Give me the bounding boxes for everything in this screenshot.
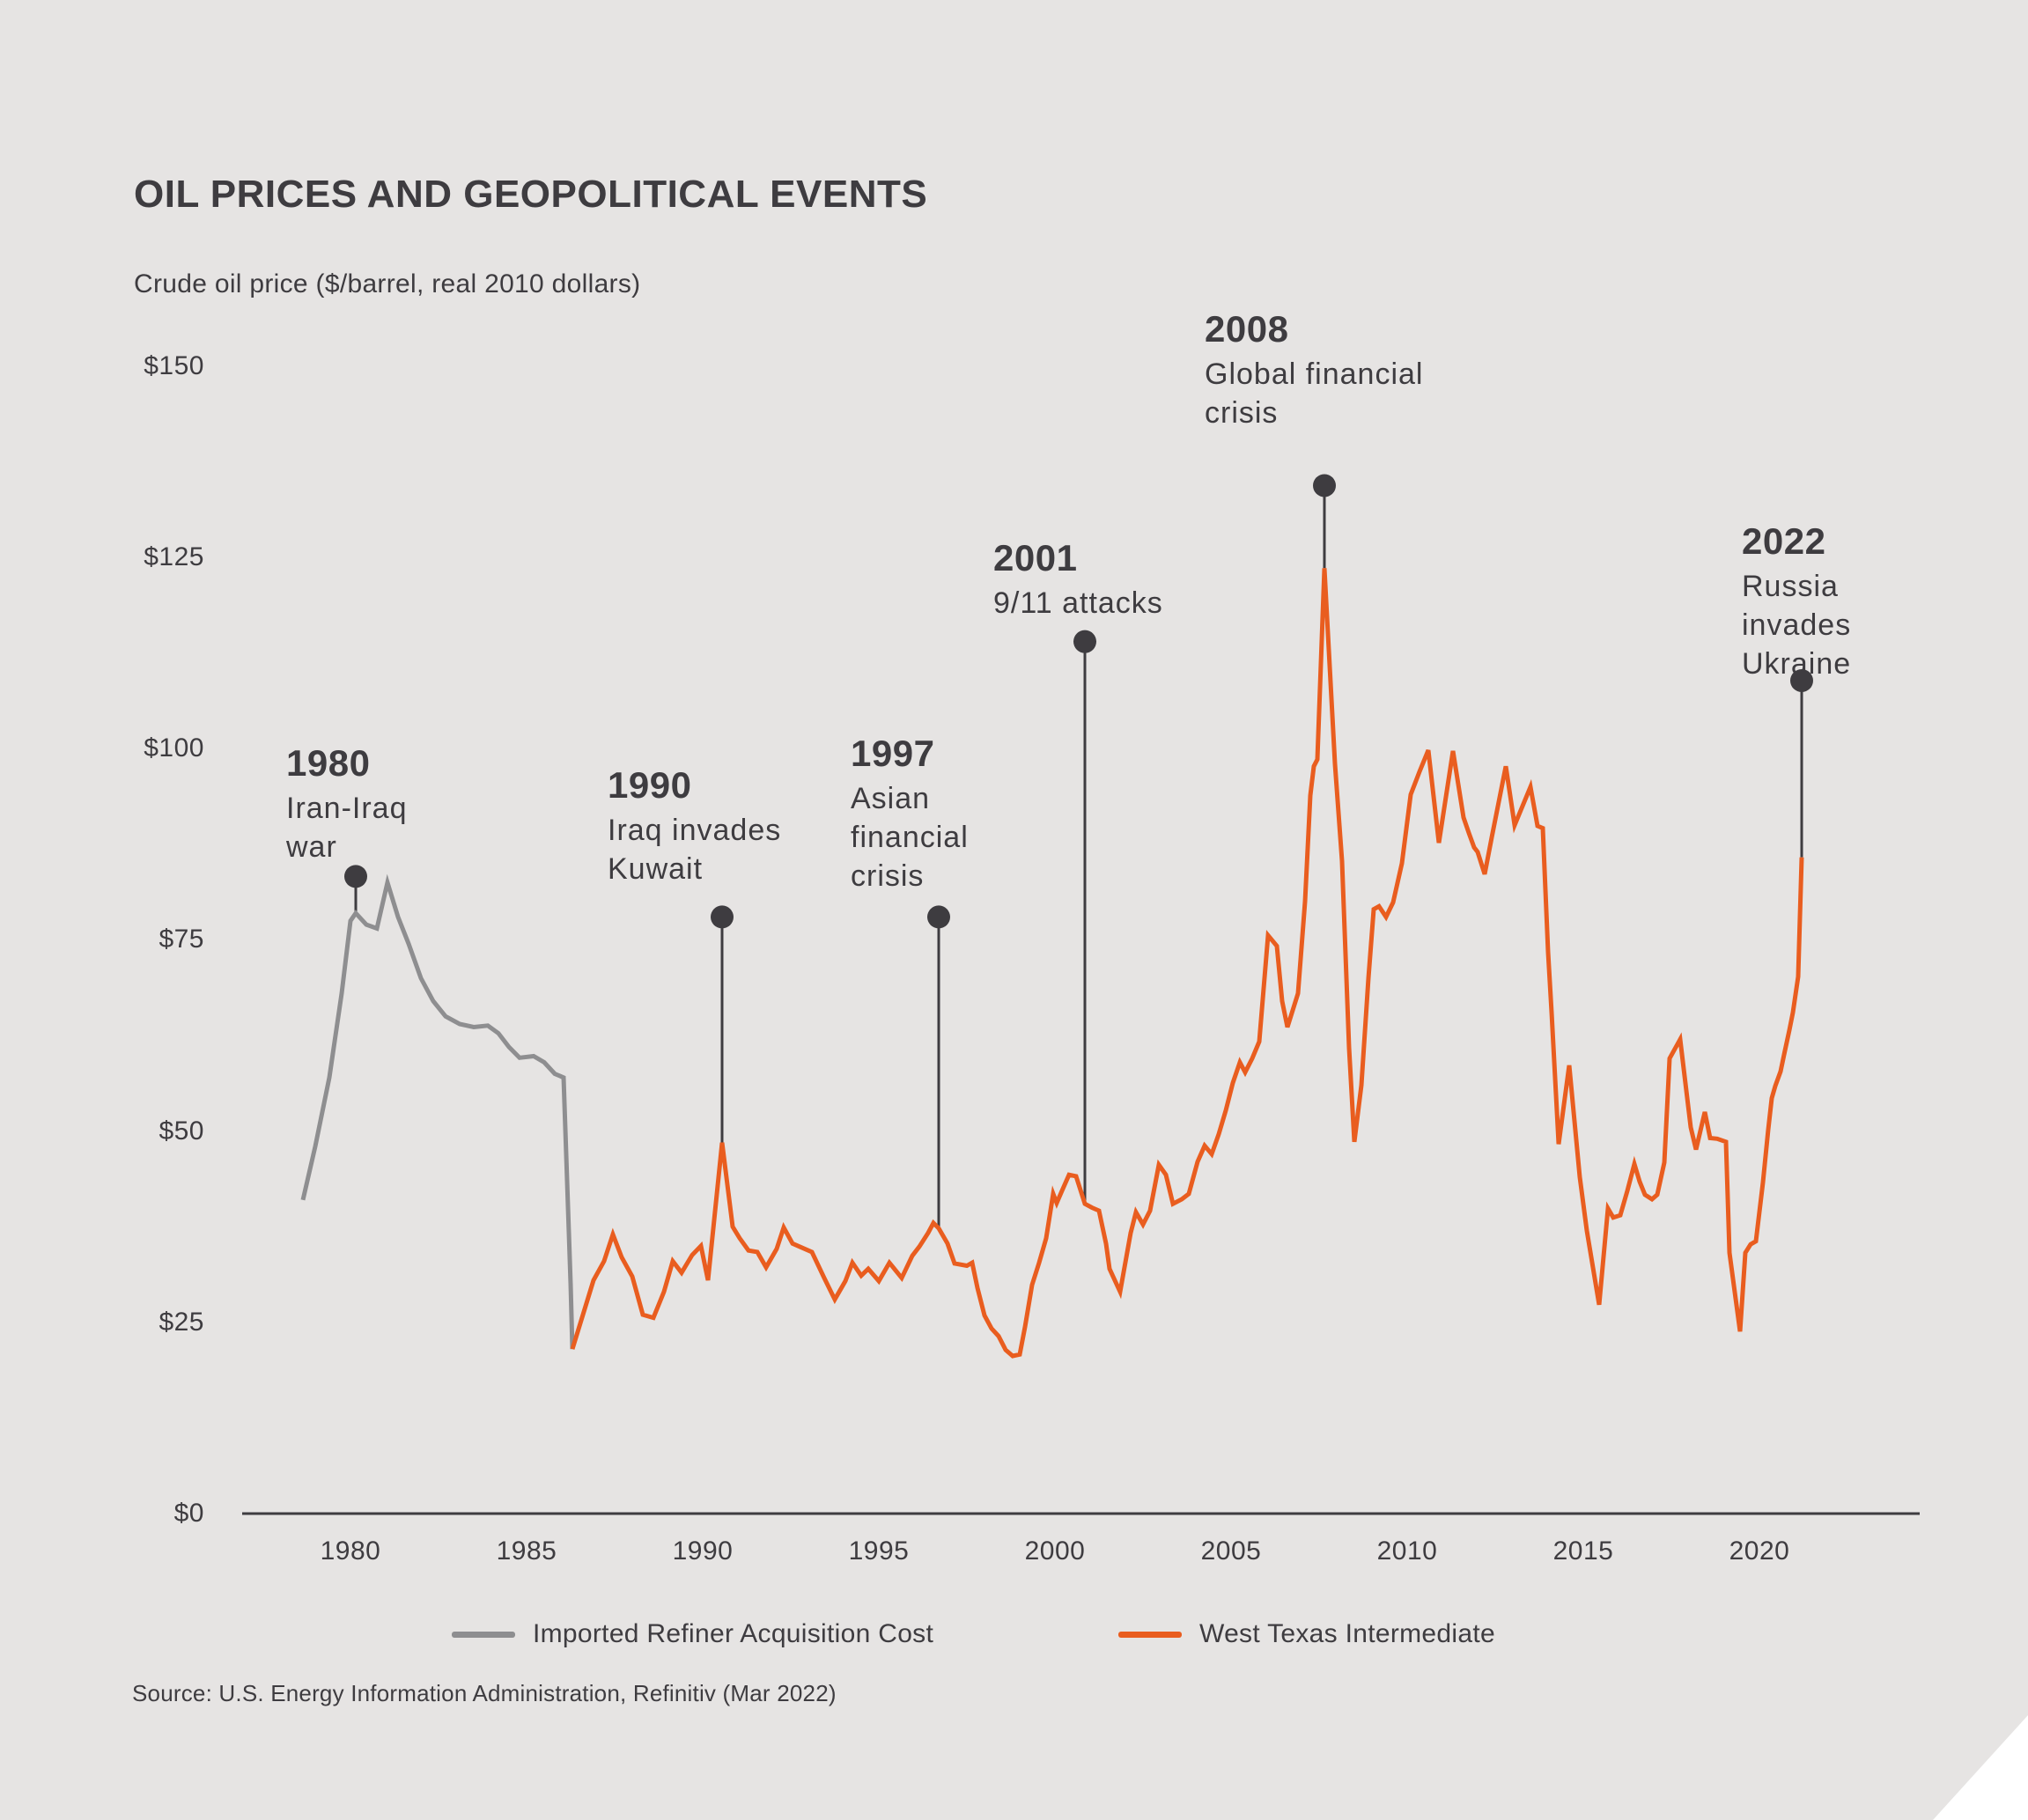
irac-line-swatch-icon	[452, 1631, 515, 1638]
event-text-1997-line3: crisis	[851, 859, 925, 894]
event-text-2001-line1: 9/11 attacks	[993, 586, 1163, 620]
event-text-2022-line3: Ukraine	[1742, 646, 1852, 681]
event-label-2008: 2008 Global financial crisis	[1205, 308, 1423, 432]
x-tick-2020: 2020	[1729, 1536, 1790, 1566]
legend-item-irac: Imported Refiner Acquisition Cost	[452, 1617, 933, 1652]
event-text-1980-line1: Iran-Iraq	[286, 792, 408, 826]
event-dot-1980	[344, 865, 367, 888]
legend-label-wti: West Texas Intermediate	[1199, 1619, 1495, 1648]
event-year-1980: 1980	[286, 742, 371, 785]
y-tick-0: $0	[173, 1499, 204, 1528]
x-tick-2010: 2010	[1376, 1536, 1438, 1566]
y-tick-150: $150	[144, 350, 204, 380]
event-text-1997-line1: Asian	[851, 782, 931, 816]
source-citation: Source: U.S. Energy Information Administ…	[132, 1680, 837, 1706]
event-year-2001: 2001	[993, 536, 1078, 578]
wti-line-swatch-icon	[1118, 1631, 1182, 1638]
event-label-1990: 1990 Iraq invades Kuwait	[608, 764, 781, 888]
event-dot-1997	[927, 905, 950, 929]
y-tick-125: $125	[144, 542, 204, 572]
y-tick-25: $25	[159, 1307, 204, 1337]
event-text-1997-line2: financial	[851, 821, 969, 855]
event-text-1990-line1: Iraq invades	[608, 814, 782, 848]
event-year-2022: 2022	[1742, 519, 1826, 562]
event-year-1990: 1990	[608, 764, 692, 807]
event-dot-2001	[1073, 630, 1096, 653]
series-line-irac	[300, 873, 575, 1350]
x-tick-1985: 1985	[496, 1536, 557, 1566]
x-tick-1990: 1990	[672, 1536, 734, 1566]
event-label-1980: 1980 Iran-Iraq war	[286, 742, 408, 866]
event-text-2008-line1: Global financial	[1205, 357, 1424, 392]
event-label-2001: 2001 9/11 attacks	[993, 537, 1163, 623]
event-text-2022-line2: invades	[1742, 608, 1852, 642]
x-tick-1995: 1995	[848, 1536, 910, 1566]
page-title: OIL PRICES AND GEOPOLITICAL EVENTS	[134, 173, 928, 216]
x-tick-1980: 1980	[320, 1536, 381, 1566]
y-axis-title: Crude oil price ($/barrel, real 2010 dol…	[134, 269, 641, 298]
legend-item-wti: West Texas Intermediate	[1118, 1617, 1495, 1652]
event-label-2022: 2022 Russia invades Ukraine	[1742, 520, 1851, 683]
x-tick-2005: 2005	[1200, 1536, 1262, 1566]
event-text-1990-line2: Kuwait	[608, 852, 704, 887]
y-tick-100: $100	[144, 733, 204, 763]
event-dot-2022	[1790, 668, 1813, 692]
event-dot-1990	[711, 905, 734, 929]
event-text-1980-line2: war	[286, 830, 337, 865]
series-line-wti	[570, 568, 1804, 1359]
legend-label-irac: Imported Refiner Acquisition Cost	[533, 1619, 934, 1648]
x-tick-2015: 2015	[1552, 1536, 1614, 1566]
event-text-2008-line2: crisis	[1205, 396, 1279, 431]
y-tick-50: $50	[159, 1116, 204, 1146]
event-label-1997: 1997 Asian financial crisis	[851, 733, 969, 895]
y-tick-75: $75	[159, 925, 204, 954]
event-year-2008: 2008	[1205, 308, 1289, 350]
event-year-1997: 1997	[851, 733, 935, 775]
event-dot-2008	[1313, 474, 1336, 497]
x-tick-2000: 2000	[1024, 1536, 1086, 1566]
event-text-2022-line1: Russia	[1742, 569, 1839, 603]
